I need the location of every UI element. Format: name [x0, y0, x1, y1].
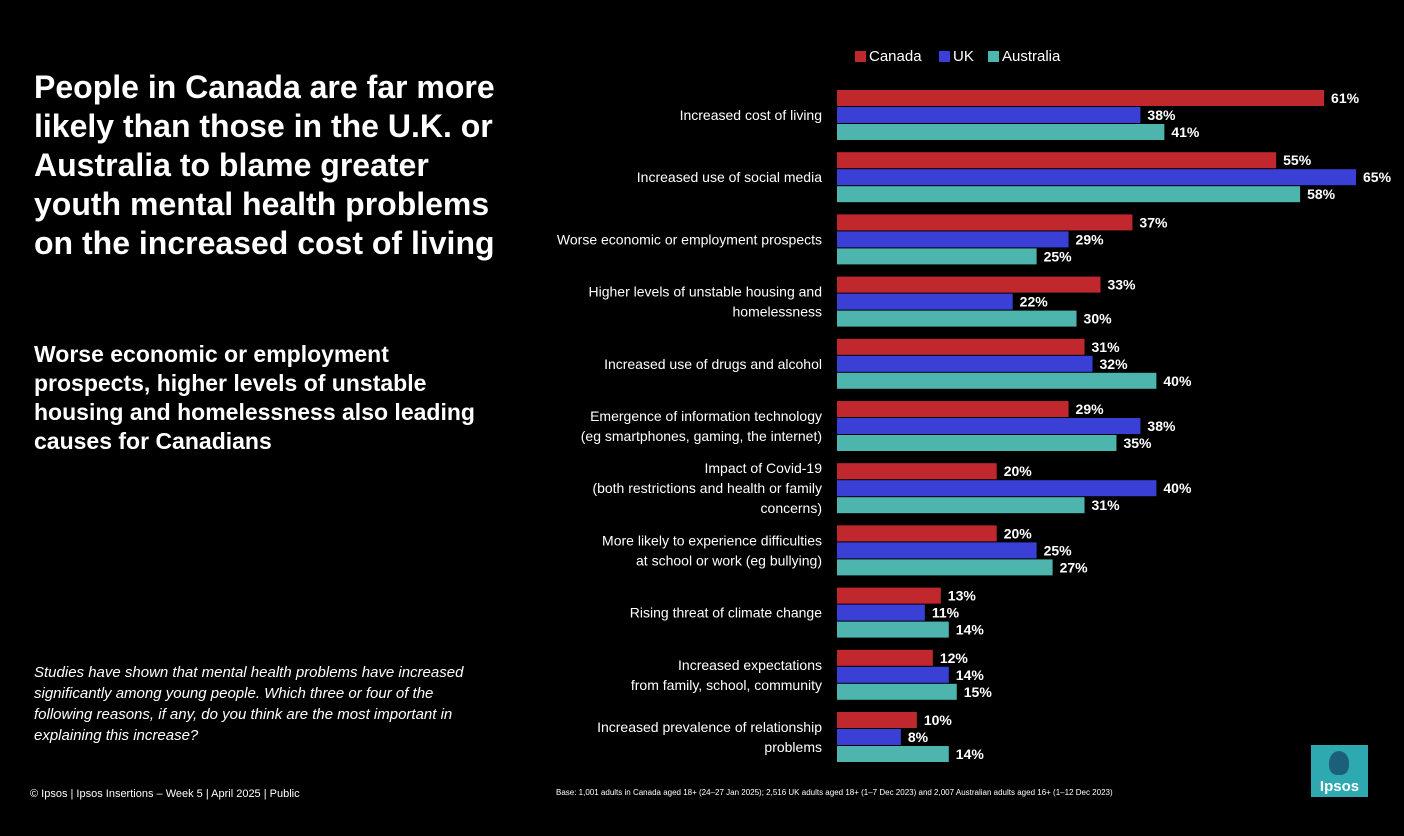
bar-australia — [837, 124, 1165, 140]
value-label-uk: 40% — [1163, 480, 1192, 496]
value-label-canada: 31% — [1092, 339, 1121, 355]
value-label-canada: 33% — [1107, 277, 1136, 293]
logo-mark-icon — [1329, 751, 1349, 775]
bar-canada — [837, 401, 1069, 417]
bar-australia — [837, 621, 949, 638]
value-label-canada: 55% — [1283, 152, 1312, 168]
category-label: Increased cost of living — [680, 107, 822, 123]
bar-canada — [837, 90, 1325, 106]
category-label: Worse economic or employment prospects — [557, 231, 822, 247]
value-label-uk: 8% — [908, 729, 929, 745]
bar-australia — [837, 559, 1053, 576]
bar-canada — [837, 649, 933, 666]
legend-swatch-uk — [939, 51, 950, 62]
value-label-uk: 29% — [1076, 231, 1105, 247]
bar-canada — [837, 463, 997, 480]
category-label: Higher levels of unstable housing and hom… — [589, 284, 823, 320]
bar-australia — [837, 248, 1037, 265]
bar-uk — [837, 293, 1013, 310]
category-label: Increased prevalence of relationship prob… — [597, 719, 822, 755]
subtitle: Worse economic or employment prospects, … — [34, 341, 475, 454]
value-label-canada: 12% — [940, 650, 969, 666]
bar-australia — [837, 372, 1157, 389]
value-label-australia: 40% — [1163, 373, 1192, 389]
value-label-australia: 27% — [1060, 559, 1089, 575]
page-title: People in Canada are far more likely tha… — [34, 69, 495, 261]
bar-uk — [837, 107, 1141, 123]
category-label: Increased use of drugs and alcohol — [604, 356, 822, 372]
value-label-canada: 29% — [1076, 401, 1105, 417]
bar-uk — [837, 604, 925, 621]
footer-text: © Ipsos | Ipsos Insertions – Week 5 | Ap… — [30, 788, 300, 800]
bar-australia — [837, 683, 957, 700]
value-label-australia: 35% — [1123, 435, 1152, 451]
bar-uk — [837, 480, 1157, 497]
bar-canada — [837, 338, 1085, 355]
category-label: Increased use of social media — [637, 169, 822, 185]
value-label-australia: 14% — [956, 622, 985, 638]
bar-australia — [837, 435, 1117, 451]
bar-canada — [837, 587, 941, 604]
bar-australia — [837, 746, 949, 762]
value-label-uk: 25% — [1044, 542, 1073, 558]
ipsos-logo: Ipsos — [1311, 745, 1368, 797]
category-label: Emergence of information technology (eg s… — [581, 408, 822, 444]
value-label-canada: 61% — [1331, 90, 1360, 106]
bar-uk — [837, 418, 1141, 434]
survey-question: Studies have shown that mental health pr… — [34, 664, 464, 744]
value-label-uk: 65% — [1363, 169, 1392, 185]
bar-canada — [837, 214, 1133, 231]
legend-label-uk: UK — [953, 48, 974, 65]
bar-canada — [837, 276, 1101, 293]
bar-uk — [837, 542, 1037, 559]
legend-label-australia: Australia — [1002, 48, 1061, 65]
legend-swatch-canada — [855, 51, 866, 62]
base-note: Base: 1,001 adults in Canada aged 18+ (2… — [556, 788, 1113, 797]
bar-australia — [837, 310, 1077, 327]
legend-swatch-australia — [988, 51, 999, 62]
value-label-canada: 20% — [1004, 463, 1033, 479]
category-label: Rising threat of climate change — [630, 605, 822, 621]
bar-australia — [837, 497, 1085, 514]
value-label-australia: 31% — [1092, 497, 1121, 513]
bar-canada — [837, 152, 1277, 169]
value-label-australia: 41% — [1171, 124, 1200, 140]
value-label-australia: 58% — [1307, 186, 1336, 202]
value-label-australia: 25% — [1044, 248, 1073, 264]
value-label-uk: 11% — [932, 605, 960, 621]
bar-uk — [837, 729, 901, 745]
value-label-canada: 13% — [948, 588, 977, 604]
value-label-canada: 37% — [1139, 214, 1168, 230]
value-label-uk: 22% — [1020, 294, 1049, 310]
value-label-uk: 32% — [1100, 356, 1129, 372]
value-label-australia: 15% — [964, 684, 993, 700]
category-label: Impact of Covid-19 (both restrictions and… — [592, 460, 822, 516]
value-label-uk: 38% — [1147, 418, 1176, 434]
value-label-uk: 38% — [1147, 107, 1176, 123]
value-label-canada: 20% — [1004, 525, 1033, 541]
bar-australia — [837, 186, 1301, 203]
bar-uk — [837, 169, 1356, 186]
category-label: More likely to experience difficulties at… — [602, 532, 822, 568]
bar-canada — [837, 712, 917, 728]
value-label-australia: 30% — [1084, 311, 1113, 327]
value-label-uk: 14% — [956, 667, 985, 683]
bar-uk — [837, 231, 1069, 248]
value-label-australia: 14% — [956, 746, 985, 762]
legend-label-canada: Canada — [869, 48, 922, 65]
value-label-canada: 10% — [924, 712, 953, 728]
category-label: Increased expectations from family, schoo… — [631, 657, 822, 693]
logo-text: Ipsos — [1319, 778, 1360, 795]
bar-uk — [837, 355, 1093, 372]
bar-uk — [837, 666, 949, 683]
bar-canada — [837, 525, 997, 542]
